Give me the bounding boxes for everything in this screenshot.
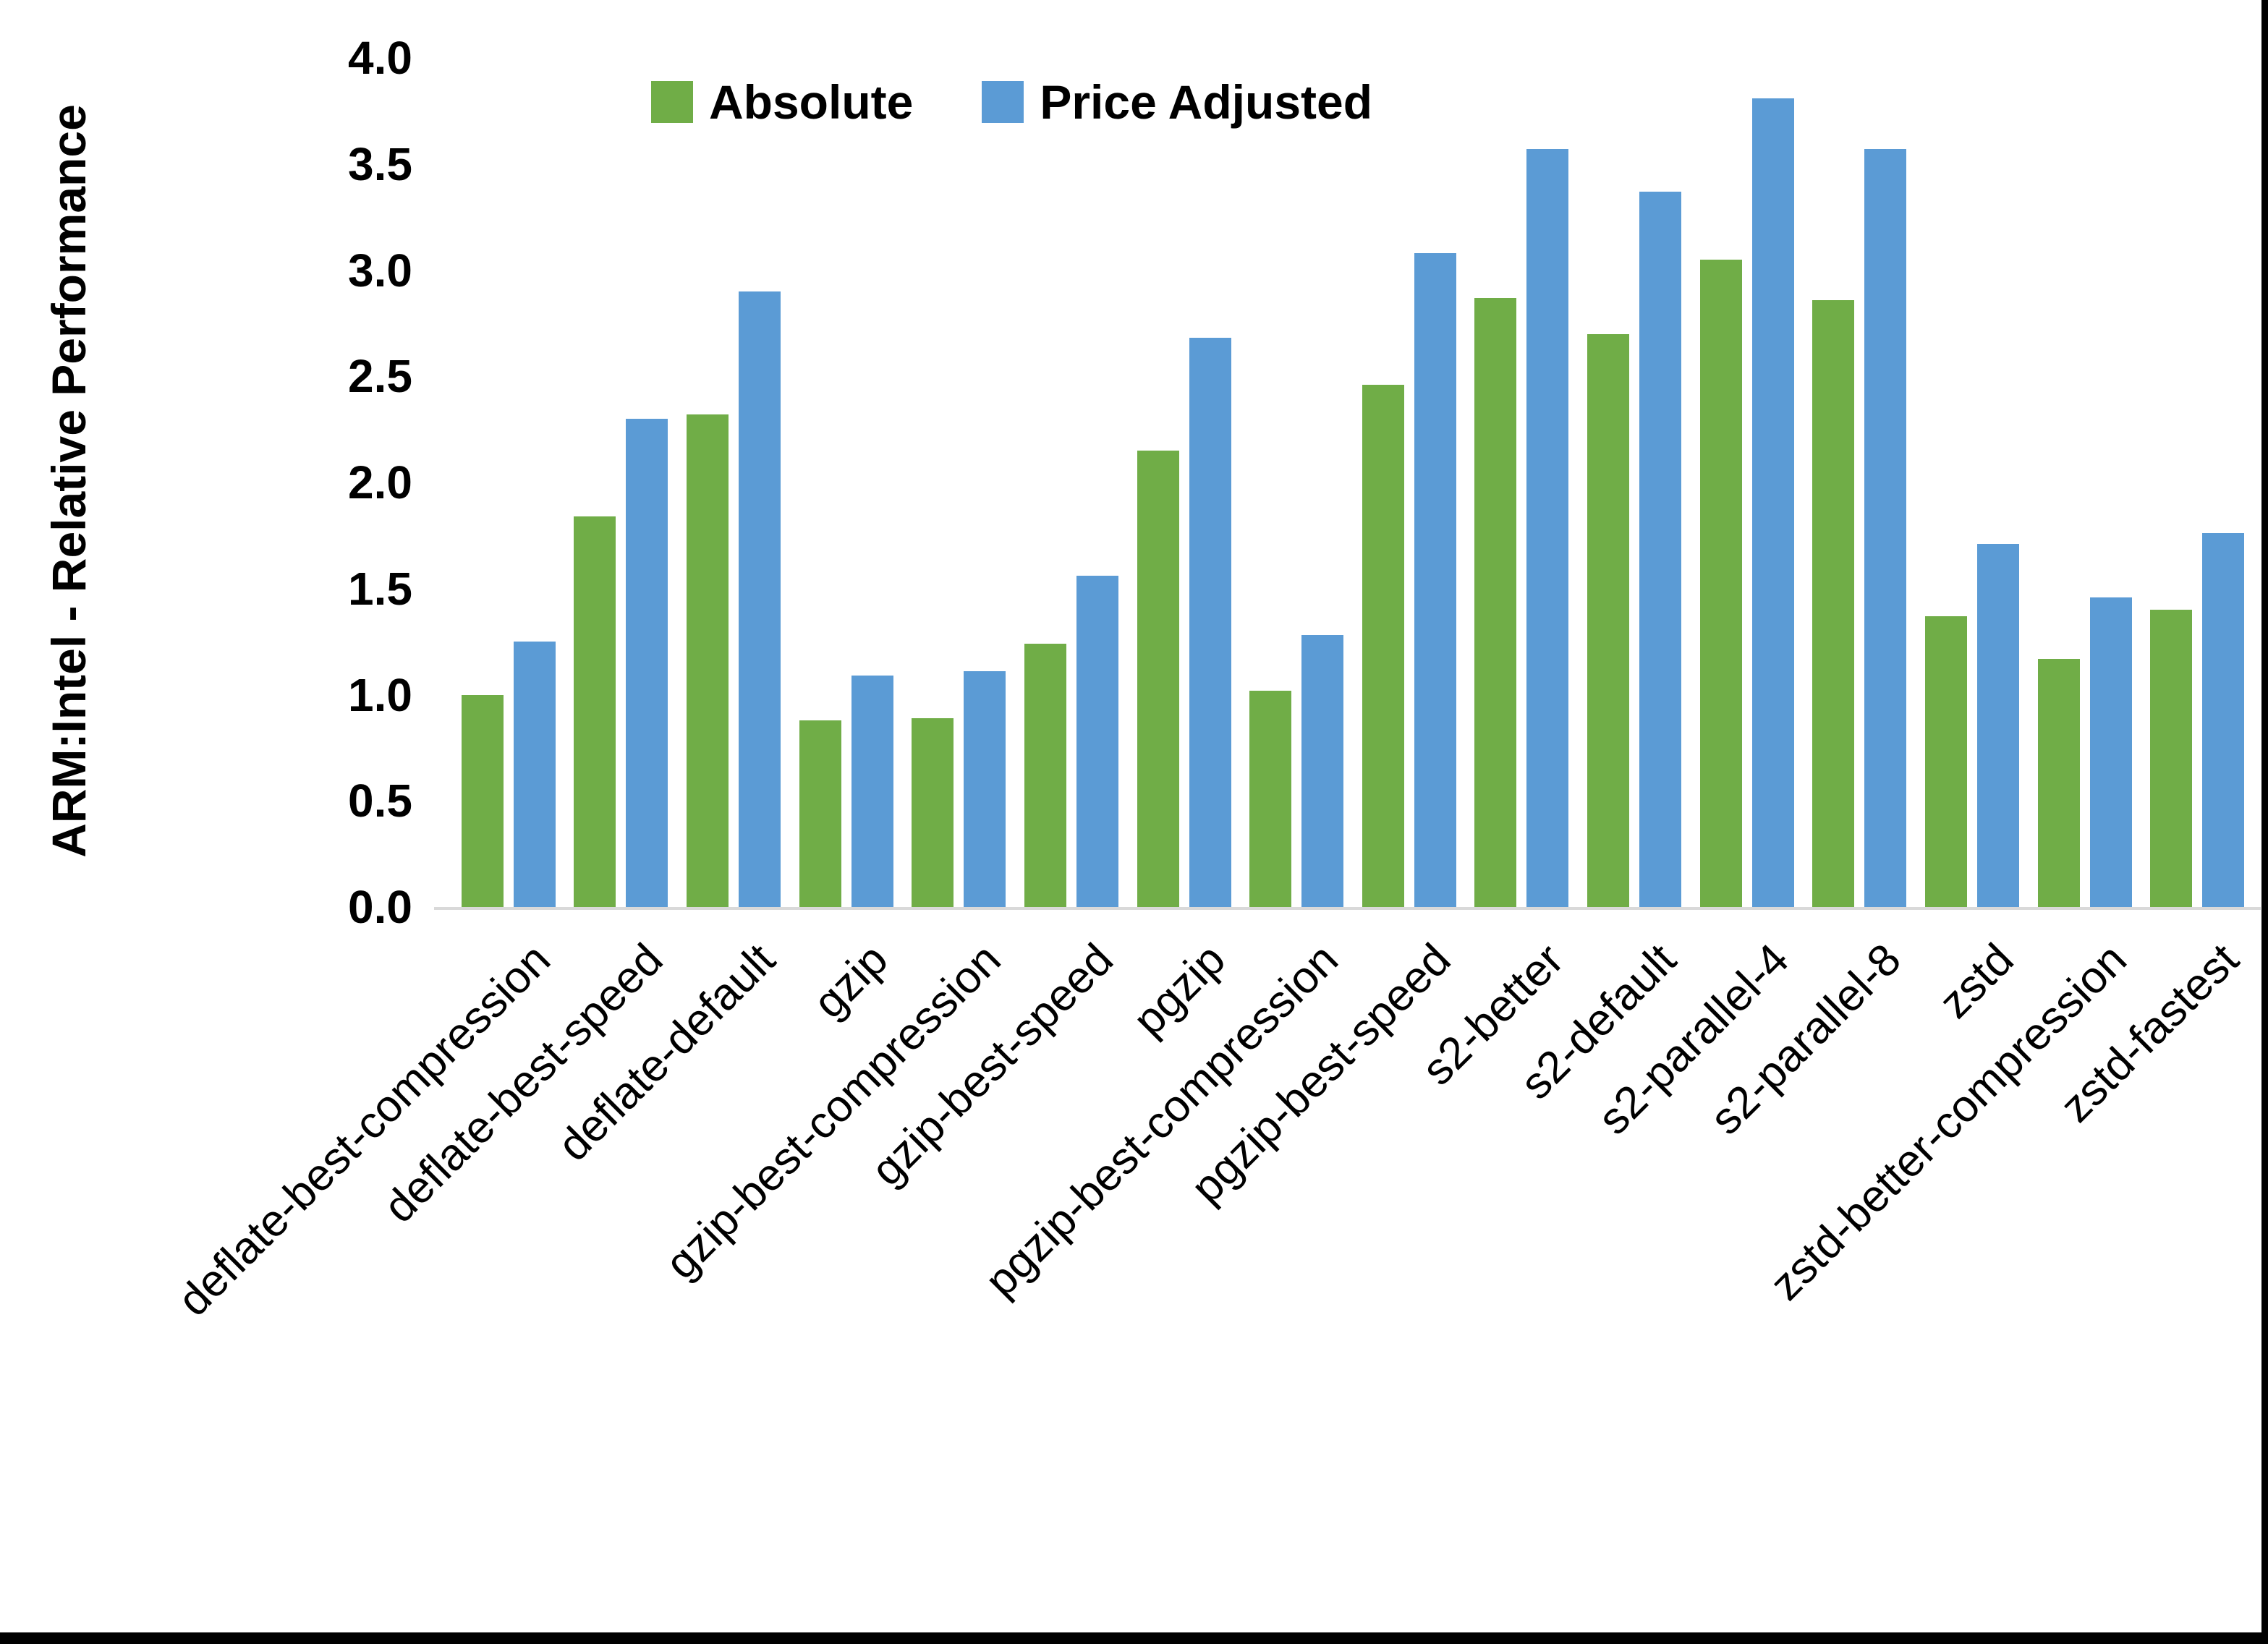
bar-price-adjusted: [1301, 635, 1344, 907]
bar-price-adjusted: [513, 642, 556, 907]
legend-item: Price Adjusted: [982, 78, 1372, 126]
y-axis-title: ARM:Intel - Relative Performance: [42, 104, 95, 858]
bar-price-adjusted: [626, 418, 668, 907]
legend-swatch-icon: [982, 81, 1024, 123]
bar-absolute: [1474, 297, 1517, 907]
bar-absolute: [1924, 616, 1967, 907]
bar-price-adjusted: [1526, 149, 1569, 907]
legend-item: Absolute: [651, 78, 913, 126]
bar-cluster: [912, 671, 1006, 907]
bar-absolute: [1024, 644, 1066, 907]
bar-absolute: [799, 720, 841, 907]
bar-absolute: [1249, 690, 1292, 907]
bar-price-adjusted: [2202, 533, 2245, 907]
y-tick-label: 3.0: [348, 244, 412, 297]
y-tick-label: 0.5: [348, 775, 412, 827]
bar-absolute: [1587, 333, 1630, 907]
bar-price-adjusted: [1864, 149, 1907, 907]
bar-price-adjusted: [1414, 253, 1456, 907]
bar-absolute: [1362, 385, 1404, 907]
bar-absolute: [1137, 450, 1179, 907]
bar-absolute: [2150, 610, 2193, 907]
legend-label: Absolute: [709, 75, 914, 129]
y-tick-label: 1.5: [348, 562, 412, 615]
bar-cluster: [1362, 253, 1456, 907]
bar-price-adjusted: [1189, 338, 1231, 907]
plot-area: [452, 58, 2254, 907]
legend-label: Price Adjusted: [1040, 75, 1373, 129]
bar-price-adjusted: [851, 676, 893, 907]
y-tick-label: 2.5: [348, 350, 412, 403]
bar-absolute: [461, 694, 504, 907]
bar-cluster: [1137, 338, 1231, 907]
bar-cluster: [687, 291, 781, 907]
y-tick-label: 0.0: [348, 881, 412, 933]
bar-absolute: [912, 717, 954, 907]
y-tick-label: 1.0: [348, 668, 412, 721]
bar-price-adjusted: [1751, 98, 1794, 907]
y-tick-label: 4.0: [348, 32, 412, 84]
bar-absolute: [2037, 658, 2080, 907]
bar-absolute: [1699, 259, 1742, 907]
bar-cluster: [461, 642, 556, 907]
x-category-label: gzip: [804, 934, 898, 1028]
x-axis-line: [434, 907, 2261, 910]
legend-swatch-icon: [651, 81, 693, 123]
bar-price-adjusted: [2089, 597, 2132, 907]
y-tick-label: 3.5: [348, 137, 412, 190]
bar-price-adjusted: [1076, 576, 1118, 907]
x-category-label: zstd: [1929, 934, 2023, 1028]
bar-cluster: [574, 418, 668, 907]
bar-cluster: [2150, 533, 2245, 907]
bar-cluster: [1587, 191, 1682, 907]
bar-cluster: [1024, 576, 1118, 907]
bar-cluster: [1474, 149, 1569, 907]
bar-cluster: [1924, 544, 2019, 907]
bar-price-adjusted: [1976, 544, 2019, 907]
bar-cluster: [1249, 635, 1344, 907]
bar-price-adjusted: [739, 291, 781, 907]
bar-cluster: [1812, 149, 1907, 907]
bar-absolute: [1812, 299, 1855, 907]
bar-absolute: [687, 414, 729, 907]
chart-legend: Absolute Price Adjusted: [651, 78, 1372, 126]
bar-price-adjusted: [964, 671, 1006, 907]
bar-cluster: [799, 676, 893, 907]
bar-absolute: [574, 516, 616, 907]
bar-price-adjusted: [1639, 191, 1682, 907]
bar-cluster: [1699, 98, 1794, 907]
bar-cluster: [2037, 597, 2132, 907]
y-tick-label: 2.0: [348, 456, 412, 508]
